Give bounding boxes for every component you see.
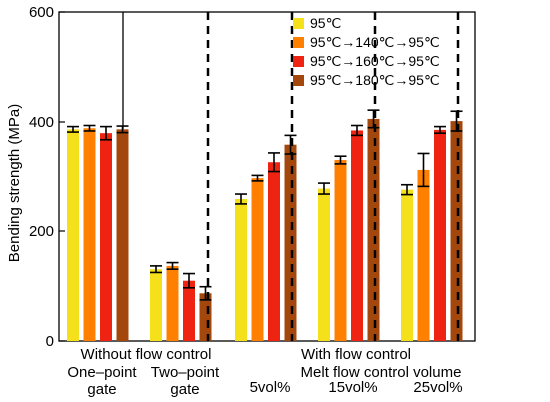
bar (117, 129, 129, 341)
legend-swatch (293, 18, 304, 29)
bar (84, 128, 96, 341)
bar (335, 160, 347, 341)
bar (150, 269, 162, 341)
one-point-gate-label: One–point (67, 364, 137, 381)
legend-swatch (293, 56, 304, 67)
category-labels: Without flow control With flow control O… (67, 346, 462, 398)
legend-swatch (293, 37, 304, 48)
y-tick-label: 600 (29, 4, 54, 21)
legend-swatch (293, 75, 304, 86)
bar (318, 189, 330, 341)
bar (183, 281, 195, 341)
bar (351, 130, 363, 341)
y-tick-label: 400 (29, 114, 54, 131)
vol-5-label: 5vol% (250, 379, 291, 396)
bars-layer (67, 110, 463, 341)
y-axis-label: Bending strength (MPa) (6, 104, 23, 262)
bar (100, 133, 112, 341)
vol-15-label: 15vol% (328, 379, 377, 396)
two-point-gate-label: Two–point (151, 364, 220, 381)
bar (401, 190, 413, 341)
bar (434, 130, 446, 341)
bar (67, 129, 79, 341)
legend-label: 95℃→160℃→95℃ (310, 53, 440, 69)
legend: 95℃ 95℃→140℃→95℃ 95℃→160℃→95℃ 95℃→180℃→9… (293, 15, 440, 88)
legend-label: 95℃ (310, 15, 341, 31)
legend-label: 95℃→140℃→95℃ (310, 34, 440, 50)
legend-label: 95℃→180℃→95℃ (310, 72, 440, 88)
bar (252, 178, 264, 341)
bar (451, 121, 463, 341)
two-point-gate-label-line2: gate (170, 381, 199, 398)
bar (268, 162, 280, 341)
bar (418, 170, 430, 341)
one-point-gate-label-line2: gate (87, 381, 116, 398)
without-flow-control-label: Without flow control (81, 346, 212, 363)
with-flow-control-label: With flow control (301, 346, 411, 363)
bar (368, 119, 380, 341)
bar (285, 145, 297, 341)
bar (167, 266, 179, 341)
y-tick-label: 200 (29, 223, 54, 240)
y-tick-label: 0 (46, 333, 54, 350)
bar (235, 199, 247, 341)
vol-25-label: 25vol% (413, 379, 462, 396)
